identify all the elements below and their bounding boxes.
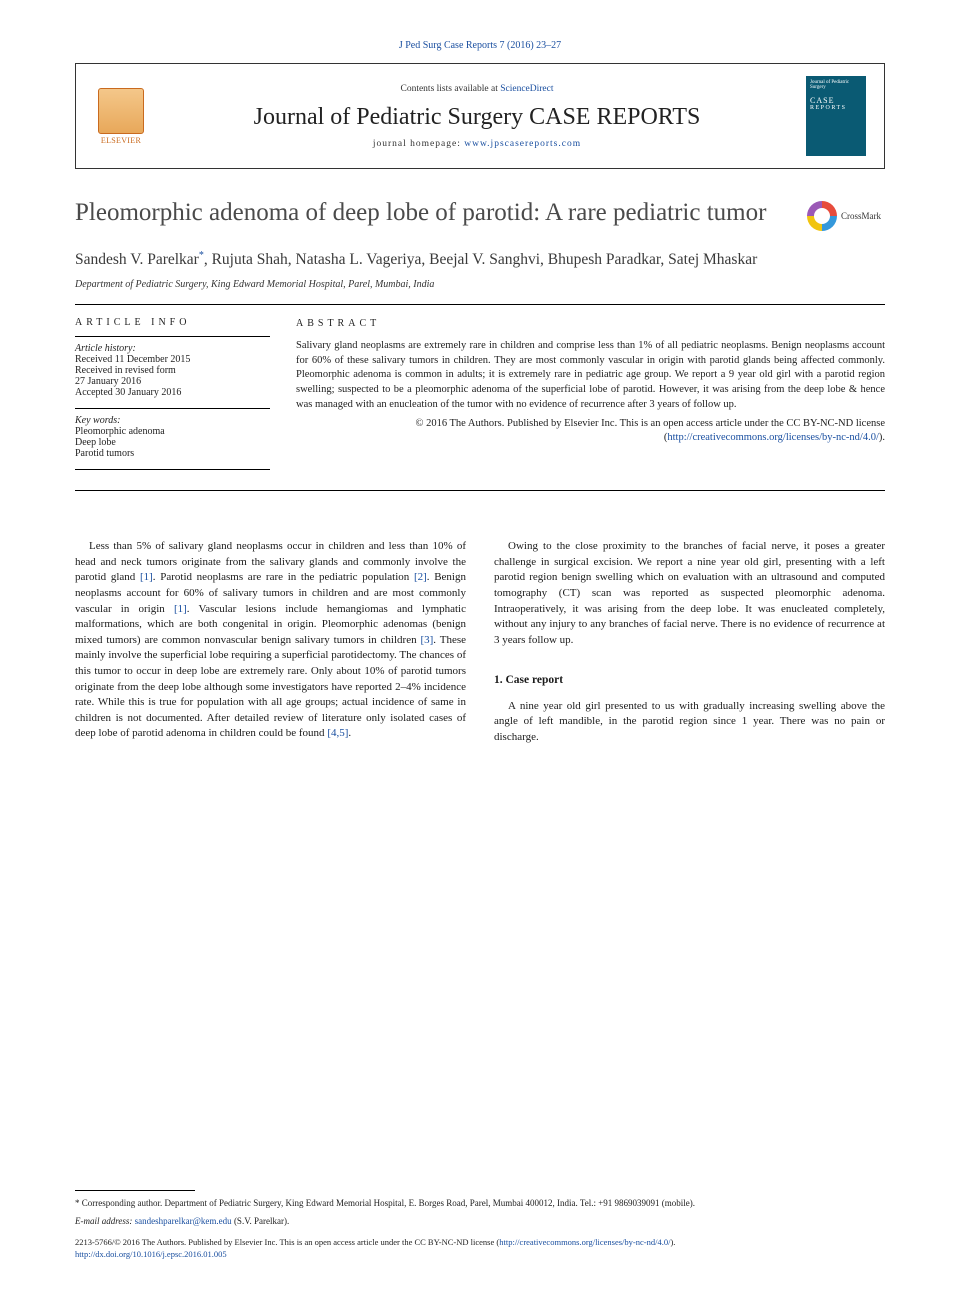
email-line: E-mail address: sandeshparelkar@kem.edu … bbox=[75, 1215, 885, 1227]
revised-line1: Received in revised form bbox=[75, 365, 270, 376]
abstract-heading: abstract bbox=[296, 317, 885, 331]
body-para-2: Owing to the close proximity to the bran… bbox=[494, 539, 885, 648]
authors: Sandesh V. Parelkar*, Rujuta Shah, Natas… bbox=[75, 249, 885, 271]
citation-link[interactable]: [3] bbox=[420, 634, 433, 646]
page-footer: * Corresponding author. Department of Pe… bbox=[75, 1190, 885, 1260]
article-info-heading: article info bbox=[75, 317, 270, 328]
keywords-label: Key words: bbox=[75, 415, 270, 426]
keyword-2: Deep lobe bbox=[75, 437, 270, 448]
citation-link[interactable]: [4,5] bbox=[327, 727, 348, 739]
body-col-2: Owing to the close proximity to the bran… bbox=[494, 539, 885, 745]
citation-link[interactable]: [1] bbox=[140, 571, 153, 583]
copyright-close: ). bbox=[879, 432, 885, 443]
citation-link[interactable]: [1] bbox=[174, 603, 187, 615]
info-divider-1 bbox=[75, 336, 270, 337]
keyword-1: Pleomorphic adenoma bbox=[75, 426, 270, 437]
sciencedirect-link[interactable]: ScienceDirect bbox=[500, 84, 553, 94]
header-center: Contents lists available at ScienceDirec… bbox=[166, 84, 788, 149]
body-para-1: Less than 5% of salivary gland neoplasms… bbox=[75, 539, 466, 742]
keyword-3: Parotid tumors bbox=[75, 448, 270, 459]
affiliation: Department of Pediatric Surgery, King Ed… bbox=[75, 279, 885, 290]
crossmark-label: CrossMark bbox=[841, 211, 881, 221]
email-link[interactable]: sandeshparelkar@kem.edu bbox=[135, 1216, 232, 1226]
contents-line: Contents lists available at ScienceDirec… bbox=[166, 84, 788, 94]
title-row: Pleomorphic adenoma of deep lobe of paro… bbox=[75, 197, 885, 235]
crossmark-icon bbox=[807, 201, 837, 231]
homepage-prefix: journal homepage: bbox=[373, 139, 464, 149]
journal-name: Journal of Pediatric Surgery CASE REPORT… bbox=[166, 104, 788, 131]
email-suffix: (S.V. Parelkar). bbox=[232, 1216, 290, 1226]
revised-line2: 27 January 2016 bbox=[75, 376, 270, 387]
section-1-heading: 1. Case report bbox=[494, 672, 885, 688]
corresponding-author: * Corresponding author. Department of Pe… bbox=[75, 1197, 885, 1209]
homepage-link[interactable]: www.jpscasereports.com bbox=[464, 139, 581, 149]
divider-top bbox=[75, 304, 885, 305]
cover-line1: Journal of Pediatric Surgery bbox=[810, 80, 862, 90]
info-divider-3 bbox=[75, 469, 270, 470]
doi-link[interactable]: http://dx.doi.org/10.1016/j.epsc.2016.01… bbox=[75, 1249, 227, 1259]
body-col-1: Less than 5% of salivary gland neoplasms… bbox=[75, 539, 466, 745]
abstract-text: Salivary gland neoplasms are extremely r… bbox=[296, 339, 885, 412]
license-link[interactable]: http://creativecommons.org/licenses/by-n… bbox=[667, 432, 879, 443]
article-title: Pleomorphic adenoma of deep lobe of paro… bbox=[75, 197, 787, 228]
license-text: 2213-5766/© 2016 The Authors. Published … bbox=[75, 1237, 499, 1247]
author-first: Sandesh V. Parelkar bbox=[75, 251, 199, 268]
article-info: article info Article history: Received 1… bbox=[75, 317, 270, 476]
footer-rule bbox=[75, 1190, 195, 1191]
info-divider-2 bbox=[75, 408, 270, 409]
elsevier-logo: ELSEVIER bbox=[94, 84, 148, 148]
contents-prefix: Contents lists available at bbox=[400, 84, 500, 94]
body-columns: Less than 5% of salivary gland neoplasms… bbox=[75, 539, 885, 745]
abstract-copyright: © 2016 The Authors. Published by Elsevie… bbox=[296, 417, 885, 446]
body-para-3: A nine year old girl presented to us wit… bbox=[494, 699, 885, 746]
divider-bottom bbox=[75, 490, 885, 491]
received-date: Received 11 December 2015 bbox=[75, 354, 270, 365]
journal-header-box: ELSEVIER Contents lists available at Sci… bbox=[75, 63, 885, 169]
accepted-date: Accepted 30 January 2016 bbox=[75, 387, 270, 398]
article-history: Article history: Received 11 December 20… bbox=[75, 343, 270, 398]
abstract: abstract Salivary gland neoplasms are ex… bbox=[296, 317, 885, 476]
email-label: E-mail address: bbox=[75, 1216, 135, 1226]
keywords-block: Key words: Pleomorphic adenoma Deep lobe… bbox=[75, 415, 270, 459]
authors-rest: , Rujuta Shah, Natasha L. Vageriya, Beej… bbox=[204, 251, 757, 268]
citation-header: J Ped Surg Case Reports 7 (2016) 23–27 bbox=[75, 40, 885, 51]
cover-line3: REPORTS bbox=[810, 105, 862, 111]
footer-license: 2213-5766/© 2016 The Authors. Published … bbox=[75, 1237, 885, 1260]
footer-license-link[interactable]: http://creativecommons.org/licenses/by-n… bbox=[499, 1237, 670, 1247]
journal-cover-thumb: Journal of Pediatric Surgery CASE REPORT… bbox=[806, 76, 866, 156]
citation-link[interactable]: [2] bbox=[414, 571, 427, 583]
history-label: Article history: bbox=[75, 343, 270, 354]
info-abstract-row: article info Article history: Received 1… bbox=[75, 317, 885, 476]
elsevier-tree-icon bbox=[98, 88, 144, 134]
elsevier-label: ELSEVIER bbox=[101, 136, 141, 145]
license-close: ). bbox=[670, 1237, 675, 1247]
cover-line2: CASE bbox=[810, 96, 862, 105]
homepage-line: journal homepage: www.jpscasereports.com bbox=[166, 139, 788, 149]
crossmark-badge[interactable]: CrossMark bbox=[807, 197, 885, 235]
